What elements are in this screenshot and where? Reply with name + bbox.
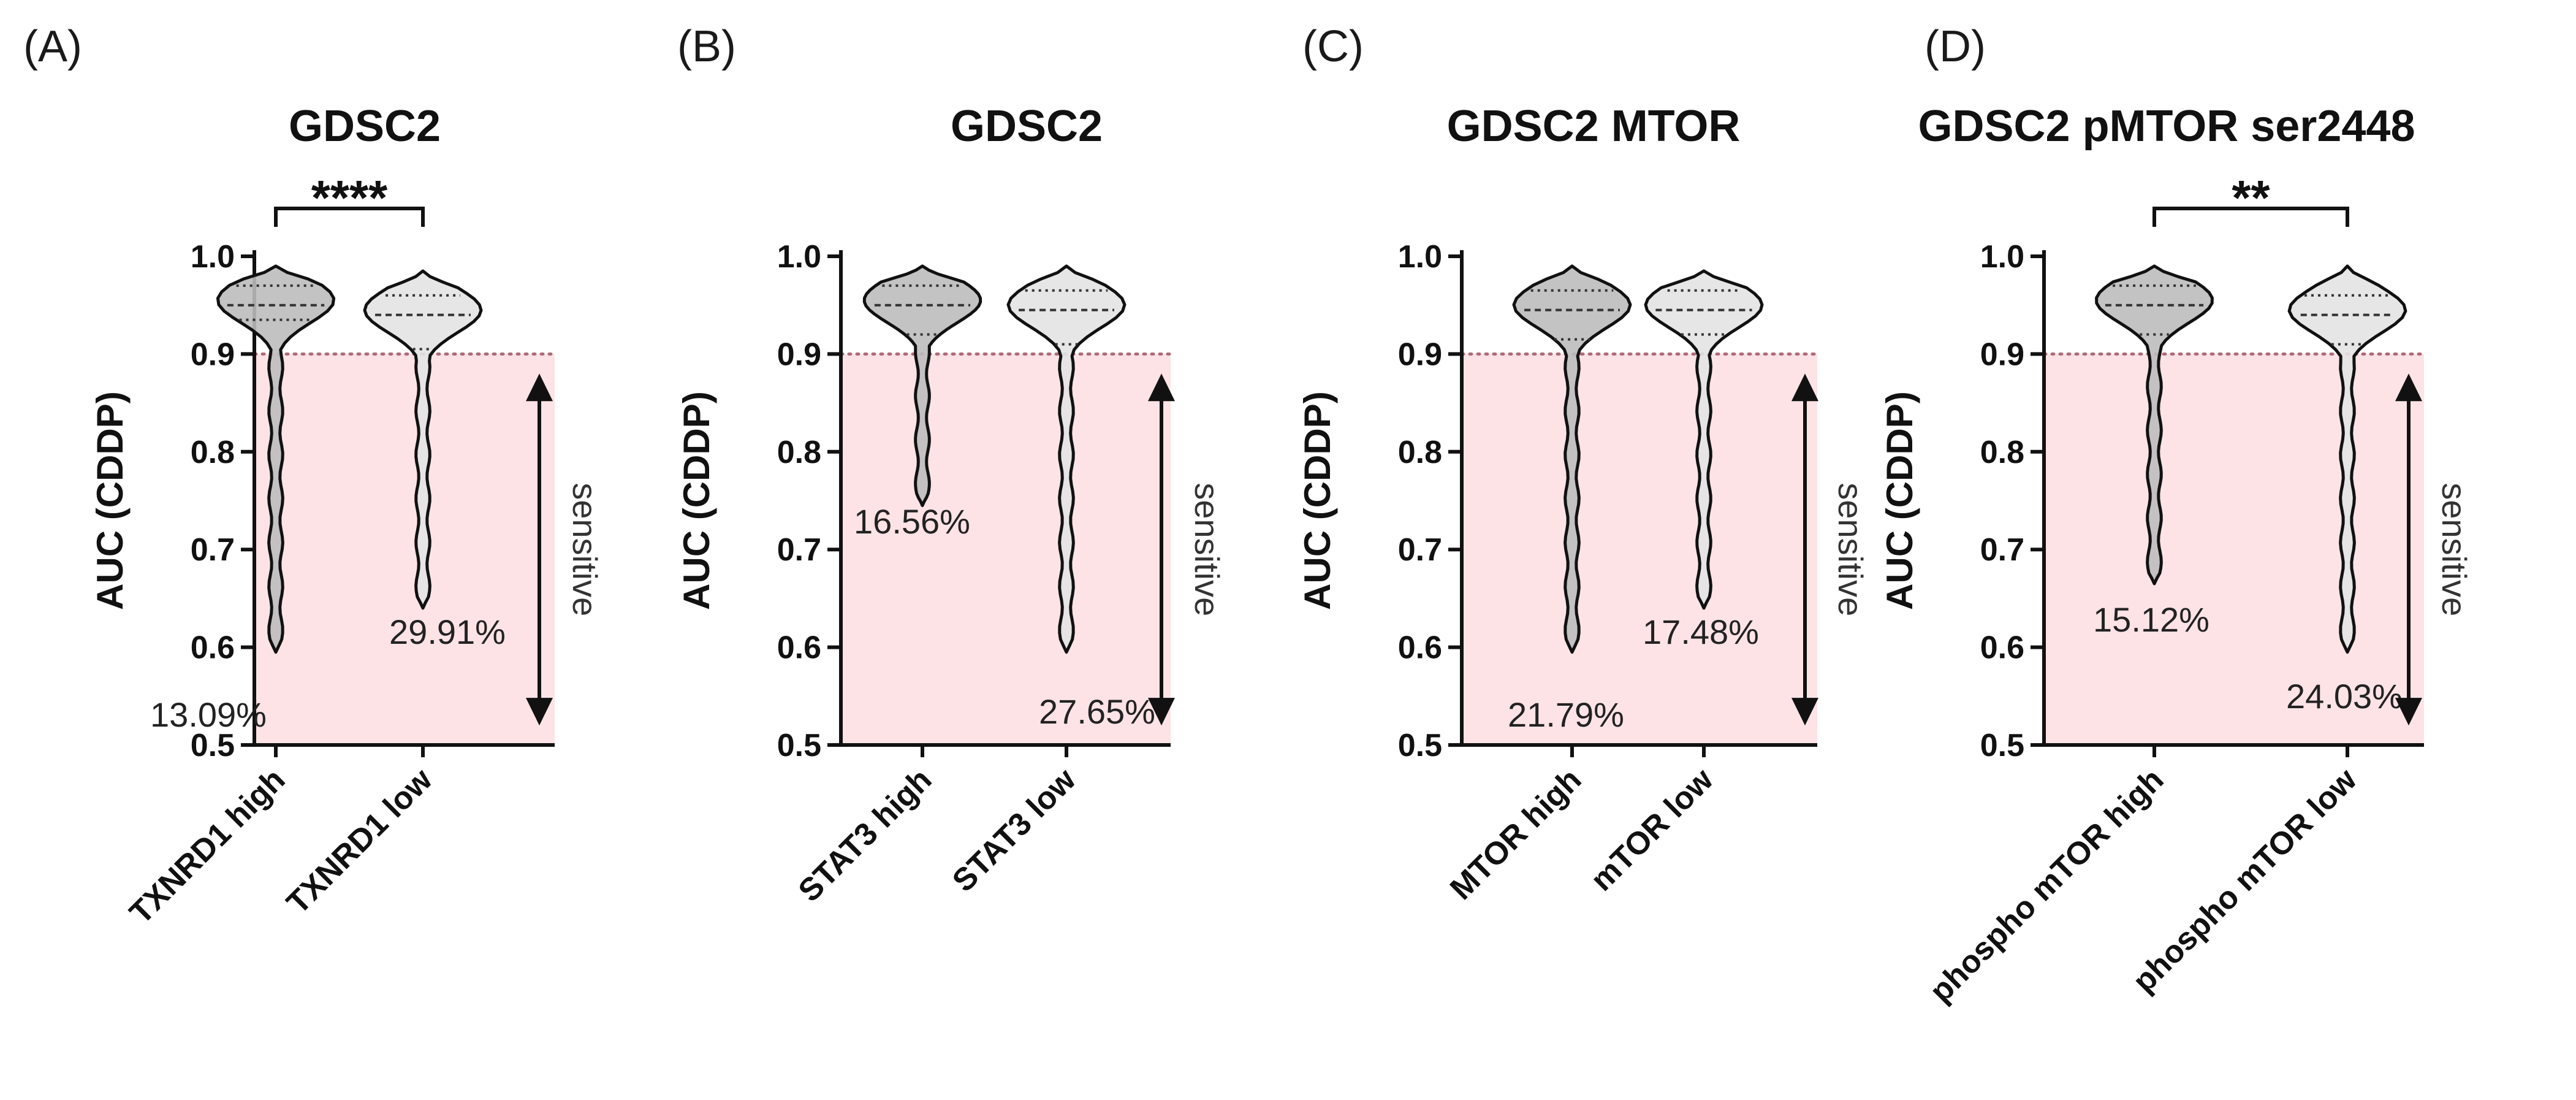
y-tick-label: 1.0 (777, 239, 821, 275)
y-tick-label: 0.8 (1980, 435, 2024, 470)
y-tick-label: 0.5 (1398, 728, 1442, 763)
y-tick-label: 0.5 (1980, 728, 2024, 763)
violin-high (216, 264, 336, 654)
sensitive-percentage: 24.03% (2286, 677, 2403, 716)
y-tick-label: 0.9 (777, 337, 821, 372)
y-tick-label: 0.8 (1398, 435, 1442, 470)
chart-title: GDSC2 pMTOR ser2448 (1918, 102, 2415, 151)
sensitive-region (1462, 354, 1817, 745)
panel-d: (D) GDSC2 pMTOR ser2448 0.5 0.6 0.7 0.8 0.9 1.0… (1879, 22, 2474, 1009)
violin-high (862, 264, 982, 507)
sensitive-region (254, 354, 555, 745)
significance-stars: ** (2232, 170, 2270, 225)
category-label: mTOR low (1584, 762, 1720, 898)
panel-label: (B) (677, 22, 736, 71)
violin-high (1512, 264, 1632, 654)
sensitive-percentage: 29.91% (389, 613, 506, 651)
sensitive-arrow-head-up (1148, 373, 1175, 402)
sensitive-region (2044, 354, 2424, 745)
y-tick-label: 0.5 (777, 728, 821, 763)
sensitive-arrow-head-up (2395, 373, 2422, 402)
violin-low (1644, 269, 1764, 610)
y-axis-label: AUC (CDDP) (89, 391, 131, 610)
sensitive-arrow-head-down (1791, 698, 1818, 726)
sensitive-label: sensitive (566, 483, 604, 616)
y-tick-label: 0.8 (191, 435, 235, 470)
sensitive-label: sensitive (1188, 483, 1226, 616)
significance-stars: **** (311, 170, 388, 225)
y-tick-label: 0.7 (191, 532, 235, 568)
chart-title: GDSC2 (289, 102, 441, 151)
y-tick-label: 0.6 (1398, 630, 1442, 666)
violin-low (2287, 264, 2407, 654)
significance-bracket (274, 207, 425, 227)
violin-low (1006, 264, 1127, 654)
sensitive-arrow-head-up (526, 373, 553, 402)
y-tick-label: 1.0 (1398, 239, 1442, 275)
y-axis-label: AUC (CDDP) (1297, 391, 1338, 610)
category-label: TXNRD1 low (280, 762, 439, 921)
y-axis-label: AUC (CDDP) (676, 391, 717, 610)
violin-high (2095, 264, 2214, 586)
chart-title: GDSC2 (951, 102, 1103, 151)
sensitive-arrow-head-down (526, 698, 553, 726)
y-tick-label: 0.9 (1398, 337, 1442, 372)
sensitive-percentage: 13.09% (150, 695, 267, 734)
sensitive-label: sensitive (2435, 483, 2474, 616)
panel-label: (A) (23, 22, 82, 71)
sensitive-region (841, 354, 1171, 745)
significance-bracket (2152, 207, 2349, 227)
category-label: phospho mTOR low (2126, 762, 2364, 999)
y-tick-label: 0.7 (1980, 532, 2024, 568)
panel-c: (C) GDSC2 MTOR 0.5 0.6 0.7 0.8 0.9 1.0 AUC (CDDP… (1297, 22, 1870, 907)
category-label: TXNRD1 high (123, 762, 292, 931)
y-tick-label: 0.7 (1398, 532, 1442, 568)
y-tick-label: 0.8 (777, 435, 821, 470)
panel-label: (C) (1302, 22, 1364, 71)
category-label: MTOR high (1443, 762, 1588, 906)
sensitive-label: sensitive (1831, 483, 1870, 616)
y-axis-label: AUC (CDDP) (1879, 391, 1920, 610)
y-tick-label: 0.9 (1980, 337, 2024, 372)
chart-title: GDSC2 MTOR (1447, 102, 1741, 151)
sensitive-percentage: 17.48% (1643, 613, 1759, 651)
panel-b: (B) GDSC2 0.5 0.6 0.7 0.8 0.9 1.0 AUC (CDDP) STAT… (676, 22, 1226, 909)
y-tick-label: 1.0 (191, 239, 235, 275)
sensitive-percentage: 15.12% (2093, 600, 2209, 639)
violin-low (363, 269, 483, 610)
y-tick-label: 0.5 (191, 728, 235, 763)
sensitive-arrow-head-up (1791, 373, 1818, 402)
y-tick-label: 0.6 (777, 630, 821, 666)
y-tick-label: 1.0 (1980, 239, 2024, 275)
category-label: STAT3 low (946, 762, 1083, 899)
category-label: STAT3 high (792, 762, 939, 909)
y-tick-label: 0.6 (191, 630, 235, 666)
y-tick-label: 0.9 (191, 337, 235, 372)
y-tick-label: 0.7 (777, 532, 821, 568)
sensitive-percentage: 21.79% (1508, 695, 1624, 734)
panel-label: (D) (1924, 22, 1986, 71)
y-tick-label: 0.6 (1980, 630, 2024, 666)
sensitive-arrow-head-down (2395, 698, 2422, 726)
sensitive-percentage: 16.56% (854, 502, 970, 541)
panel-a: (A) GDSC2 0.5 0.6 0.7 0.8 0.9 1.0 AUC (CDDP) TXNR… (23, 22, 604, 931)
sensitive-percentage: 27.65% (1039, 692, 1155, 731)
sensitive-arrow-head-down (1148, 698, 1175, 726)
